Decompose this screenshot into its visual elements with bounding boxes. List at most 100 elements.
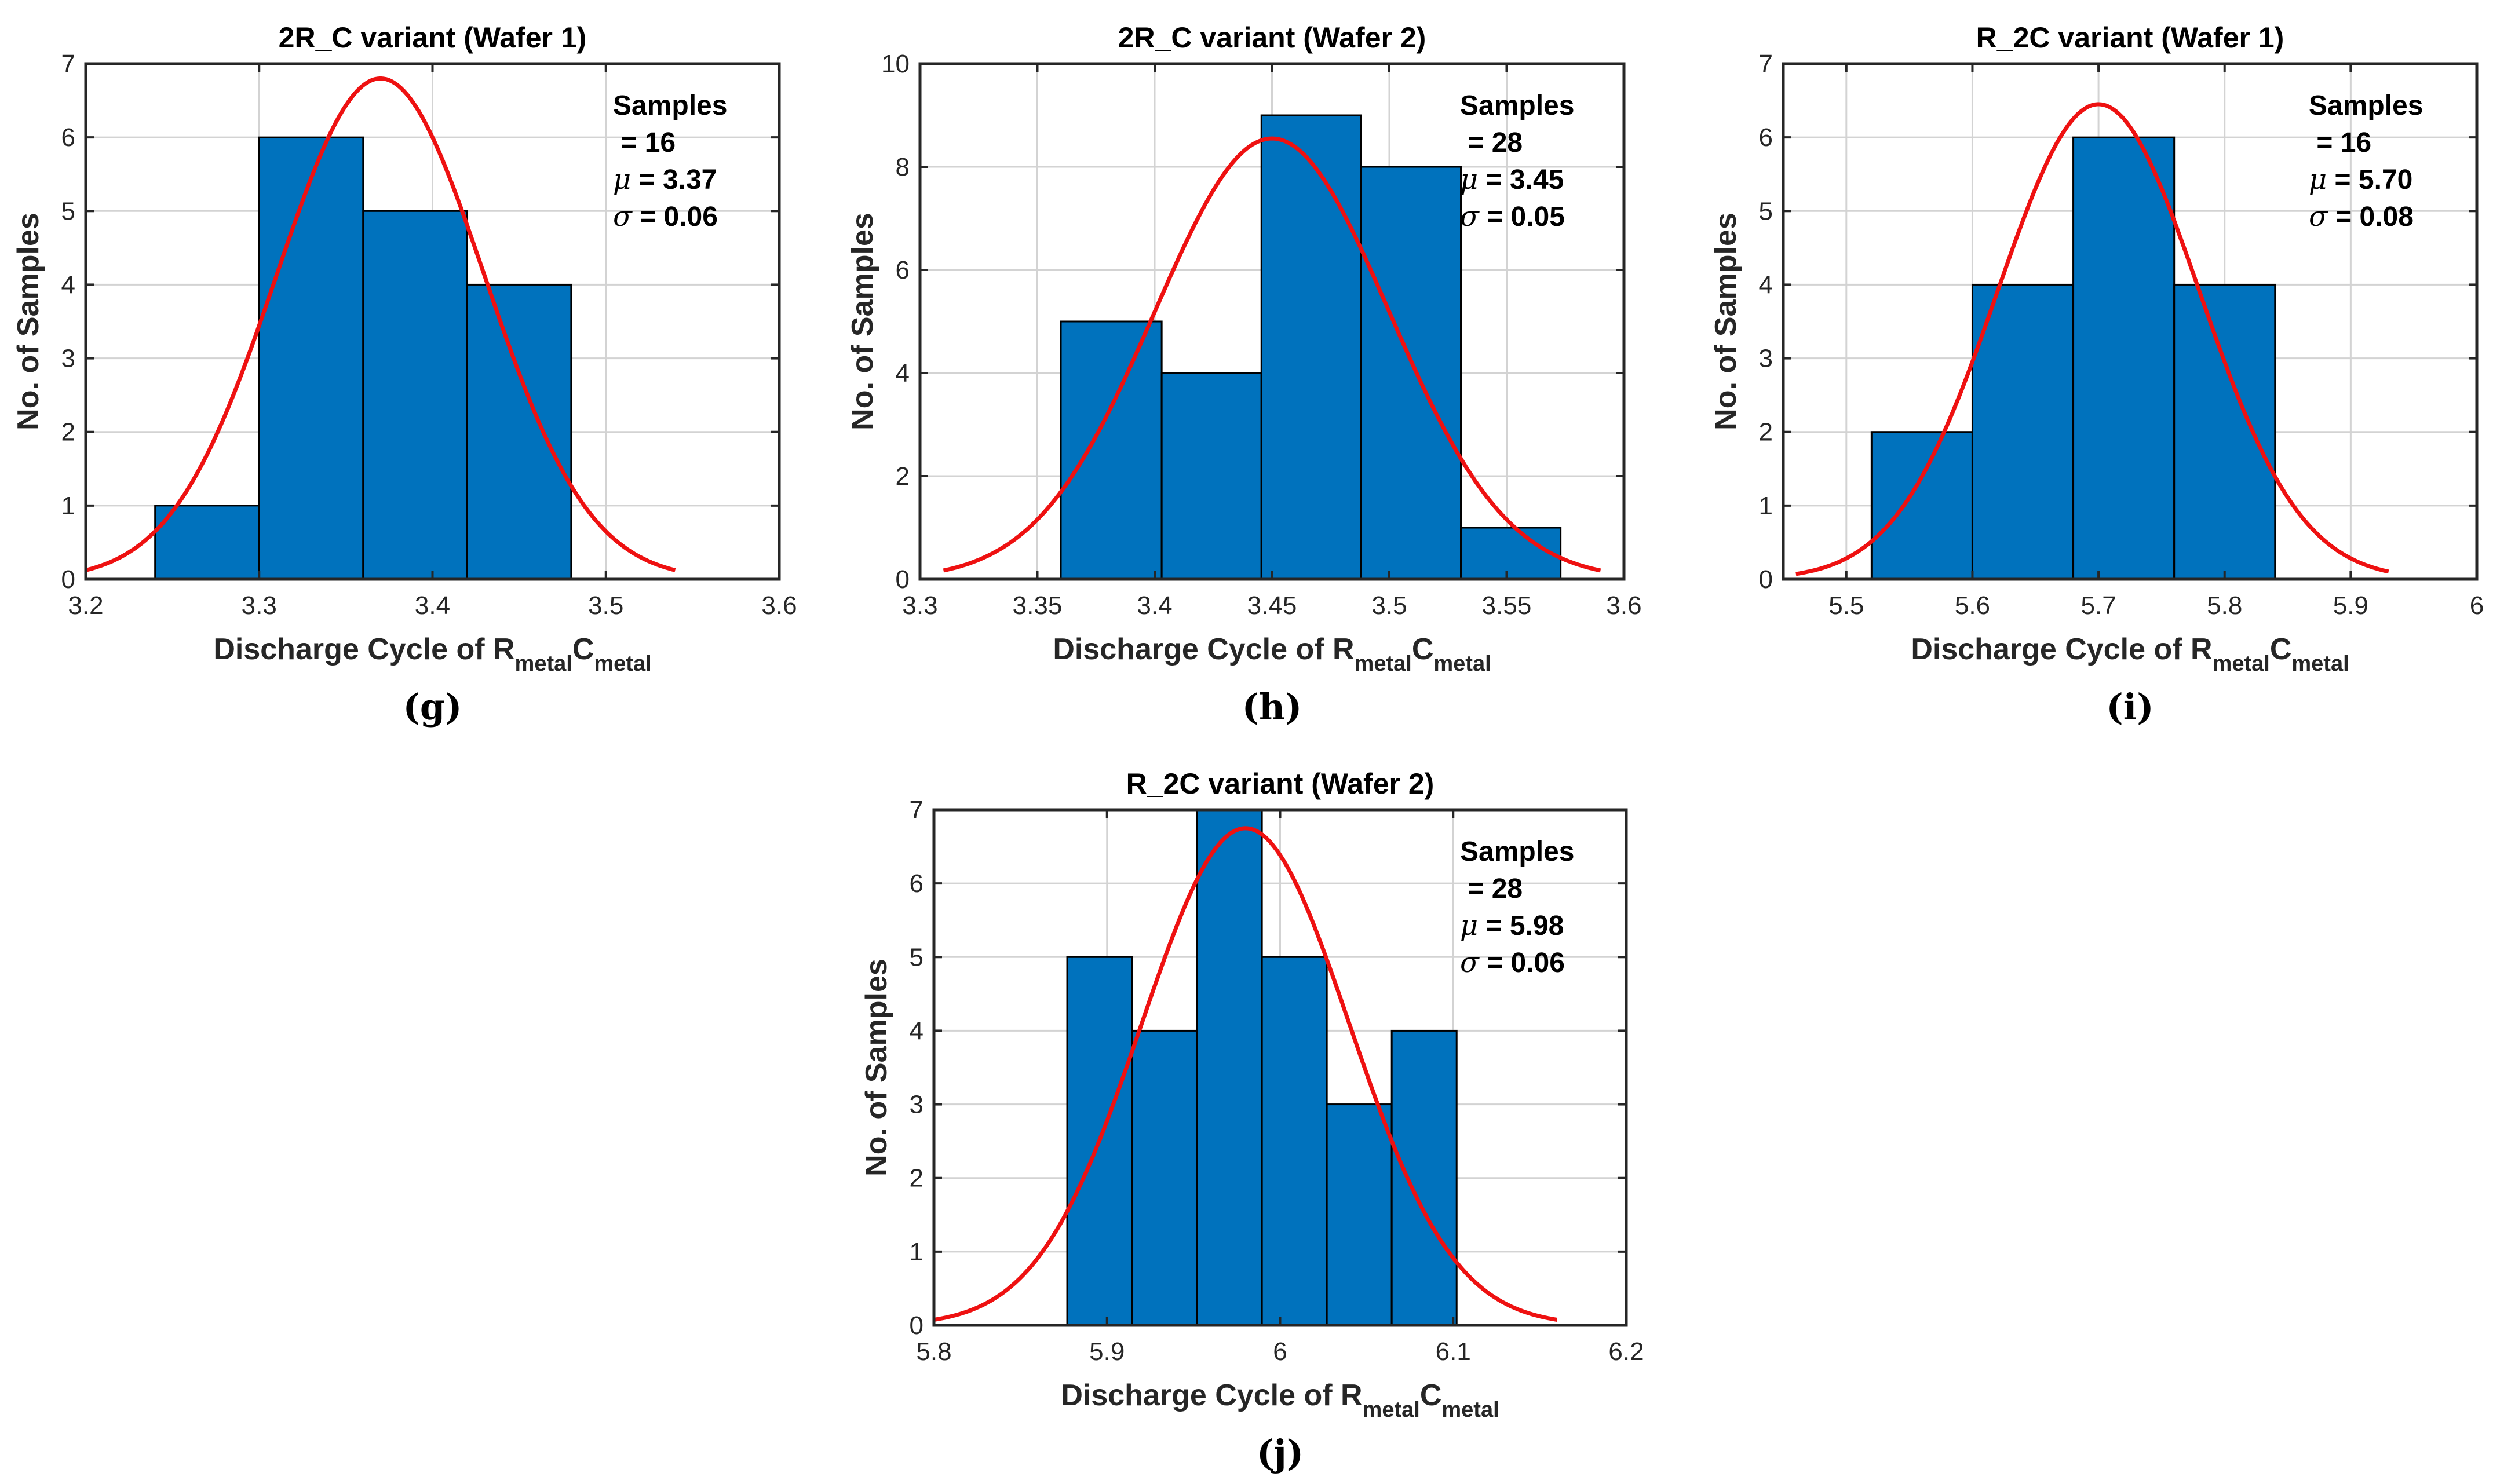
x-axis-label: Discharge Cycle of RmetalCmetal [1911, 633, 2349, 676]
x-tick-label: 3.5 [588, 591, 623, 620]
stats-std-dev: σ = 0.05 [1460, 200, 1565, 233]
x-tick-label: 5.6 [1955, 591, 1990, 620]
histogram-bar [1260, 114, 1362, 580]
histogram-bar [466, 283, 572, 580]
histogram-bar [2173, 283, 2276, 580]
subplot-j: 5.8 5.9 6 6.1 6.2 0 1 2 3 4 5 6 7 R_2C variant (Wafer… [860, 767, 1644, 1474]
subfigure-caption: (g) [403, 686, 462, 728]
y-tick-label: 7 [1759, 50, 1773, 78]
x-tick-label: 5.9 [1089, 1337, 1125, 1366]
subfigure-caption: (h) [1242, 686, 1302, 728]
stats-std-dev: σ = 0.06 [1460, 946, 1565, 979]
y-axis-label: No. of Samples [1709, 213, 1743, 430]
y-tick-label: 5 [1759, 197, 1773, 225]
y-tick-label: 10 [881, 50, 910, 78]
y-tick-label: 6 [910, 869, 924, 898]
y-tick-label: 2 [1759, 418, 1773, 447]
chart-title: 2R_C variant (Wafer 2) [1118, 21, 1426, 54]
subplot-h: 3.3 3.35 3.4 3.45 3.5 3.55 3.6 0 2 4 6 8 10 2R_C vari… [846, 21, 1642, 728]
subplot-g: 3.2 3.3 3.4 3.5 3.6 0 1 2 3 4 5 6 7 2R_C variant (Waf… [12, 21, 797, 728]
x-tick-label: 5.8 [2207, 591, 2242, 620]
x-tick-label: 6.1 [1436, 1337, 1471, 1366]
y-tick-label: 4 [61, 271, 75, 299]
y-tick-label: 7 [61, 50, 75, 78]
y-axis-label: No. of Samples [860, 959, 893, 1176]
stats-annotation: Samples = 28 μ = 3.45 σ = 0.05 [1460, 90, 1574, 233]
subfigure-caption: (i) [2106, 686, 2153, 728]
y-tick-label: 7 [910, 796, 924, 824]
stats-heading: Samples [613, 90, 727, 121]
x-tick-label: 3.5 [1371, 591, 1407, 620]
histogram-bar [1326, 1103, 1393, 1326]
y-tick-label: 5 [910, 943, 924, 971]
x-tick-label: 3.35 [1013, 591, 1063, 620]
y-tick-label: 0 [61, 565, 75, 594]
y-tick-label: 6 [1759, 123, 1773, 152]
y-tick-label: 2 [61, 418, 75, 447]
x-axis-label: Discharge Cycle of RmetalCmetal [1061, 1379, 1499, 1422]
stats-mean: μ = 5.98 [1460, 909, 1564, 942]
axes-box [1782, 62, 2479, 581]
y-tick-label: 6 [896, 256, 910, 284]
y-axis-label: No. of Samples [12, 213, 45, 430]
x-tick-label: 6 [2470, 591, 2484, 620]
x-tick-label: 3.55 [1482, 591, 1532, 620]
stats-sample-count: = 28 [1460, 127, 1523, 158]
x-tick-label: 3.6 [1606, 591, 1641, 620]
histogram-bar [1261, 956, 1328, 1326]
stats-annotation: Samples = 16 μ = 5.70 σ = 0.08 [2309, 90, 2423, 233]
stats-sample-count: = 16 [613, 127, 676, 158]
histogram-bar [362, 210, 468, 580]
y-tick-label: 1 [1759, 492, 1773, 520]
y-tick-label: 4 [910, 1017, 924, 1045]
x-tick-label: 3.3 [242, 591, 277, 620]
y-tick-label: 6 [61, 123, 75, 152]
histogram-bar [1971, 283, 2075, 580]
x-tick-label: 3.3 [902, 591, 937, 620]
x-tick-label: 3.45 [1247, 591, 1297, 620]
y-tick-label: 1 [910, 1238, 924, 1266]
stats-mean: μ = 5.70 [2309, 163, 2412, 196]
histogram-bar [1360, 166, 1462, 580]
y-tick-label: 4 [896, 359, 910, 388]
y-tick-label: 2 [910, 1164, 924, 1193]
stats-std-dev: σ = 0.08 [2309, 200, 2414, 233]
stats-heading: Samples [1460, 836, 1574, 867]
x-axis-label: Discharge Cycle of RmetalCmetal [213, 633, 651, 676]
y-tick-label: 3 [1759, 345, 1773, 373]
x-tick-label: 3.4 [1137, 591, 1172, 620]
chart-title: R_2C variant (Wafer 2) [1126, 767, 1435, 800]
stats-mean: μ = 3.37 [613, 163, 717, 196]
y-tick-label: 3 [910, 1091, 924, 1119]
y-tick-label: 0 [1759, 565, 1773, 594]
stats-sample-count: = 16 [2309, 127, 2371, 158]
subfigure-caption: (j) [1257, 1432, 1304, 1474]
y-tick-label: 3 [61, 345, 75, 373]
stats-std-dev: σ = 0.06 [613, 200, 718, 233]
x-tick-label: 3.4 [415, 591, 450, 620]
x-tick-label: 5.8 [916, 1337, 951, 1366]
histogram-bar [1196, 809, 1263, 1326]
y-axis-label: No. of Samples [846, 213, 879, 430]
stats-heading: Samples [1460, 90, 1574, 121]
normal-fit-curve [933, 826, 1558, 1322]
stats-heading: Samples [2309, 90, 2423, 121]
histogram-bar [1460, 527, 1562, 580]
chart-title: 2R_C variant (Wafer 1) [279, 21, 587, 54]
stats-annotation: Samples = 28 μ = 5.98 σ = 0.06 [1460, 836, 1574, 979]
histogram-bar [1060, 320, 1163, 580]
x-tick-label: 5.5 [1828, 591, 1864, 620]
subplot-i: 5.5 5.6 5.7 5.8 5.9 6 0 1 2 3 4 5 6 7 R_2C variant (Wa… [1709, 21, 2484, 728]
normal-fit-curve [1795, 102, 2389, 576]
histogram-bar [258, 136, 364, 580]
chart-title: R_2C variant (Wafer 1) [1976, 21, 2284, 54]
y-tick-label: 0 [910, 1311, 924, 1340]
normal-fit-curve [85, 76, 676, 572]
histogram-bar [2072, 136, 2176, 580]
histogram-bar [1870, 431, 1973, 580]
y-tick-label: 4 [1759, 271, 1773, 299]
stats-annotation: Samples = 16 μ = 3.37 σ = 0.06 [613, 90, 727, 233]
normal-fit-curve [943, 136, 1601, 573]
y-tick-label: 2 [896, 462, 910, 491]
